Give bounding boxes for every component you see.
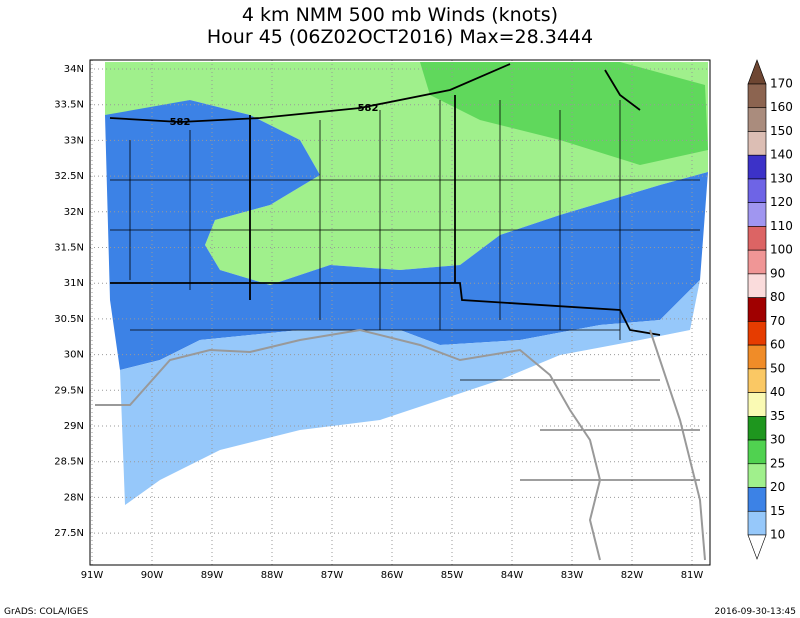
- colorbar-box: [747, 368, 767, 393]
- colorbar-box: [747, 107, 767, 132]
- shading-green: [420, 62, 708, 165]
- colorbar-box: [747, 392, 767, 417]
- lat-label: 27.5N: [54, 528, 84, 539]
- colorbar-box: [747, 249, 767, 275]
- lon-label: 91W: [81, 570, 104, 581]
- lat-label: 32.5N: [54, 171, 84, 182]
- lat-label: 33.5N: [54, 100, 84, 111]
- shading-blue: [105, 100, 708, 370]
- map-frame: [89, 59, 711, 566]
- latitude-labels: 34N 33.5N 33N 32.5N 32N 31.5N 31N 30.5N 30N 29.5N…: [54, 64, 84, 539]
- state-borders: [109, 63, 661, 336]
- colorbar-box: [747, 273, 767, 298]
- lon-label: 86W: [381, 570, 404, 581]
- grid: [90, 60, 710, 565]
- colorbar-label: 170: [770, 77, 793, 91]
- colorbar-box: [747, 202, 767, 227]
- colorbar-label: 30: [770, 433, 785, 447]
- colorbar-label: 110: [770, 219, 793, 233]
- colorbar-label: 20: [770, 480, 785, 494]
- title-line: Hour 45 (06Z02OCT2016) Max=28.3444: [207, 26, 593, 48]
- lat-label: 30N: [64, 350, 84, 361]
- colorbar-label: 35: [770, 409, 785, 423]
- colorbar-label: 140: [770, 148, 793, 162]
- lat-label: 28.5N: [54, 457, 84, 468]
- title-line: 4 km NMM 500 mb Winds (knots): [242, 4, 558, 26]
- colorbar-box: [747, 297, 767, 322]
- lat-label: 34N: [64, 64, 84, 75]
- colorbar-box: [747, 487, 767, 512]
- lat-label: 29.5N: [54, 385, 84, 396]
- colorbar-label: 25: [770, 456, 785, 470]
- colorbar-triangle: [747, 59, 767, 85]
- lon-label: 81W: [681, 570, 704, 581]
- lon-label: 82W: [621, 570, 644, 581]
- colorbar-box: [747, 321, 767, 346]
- lat-label: 32N: [64, 207, 84, 218]
- lat-label: 31N: [64, 278, 84, 289]
- lon-label: 83W: [561, 570, 584, 581]
- colorbar-box: [747, 83, 767, 109]
- colorbar-label: 150: [770, 124, 793, 138]
- colorbar-box: [747, 178, 767, 203]
- map-area: 582 582: [89, 59, 711, 566]
- colorbar-box: [747, 344, 767, 370]
- lat-label: 28N: [64, 492, 84, 503]
- contour-label: 582: [170, 117, 191, 128]
- lon-label: 87W: [321, 570, 344, 581]
- colorbar-label: 40: [770, 385, 785, 399]
- colorbar-box: [747, 510, 767, 536]
- lat-label: 33N: [64, 135, 84, 146]
- lon-label: 88W: [261, 570, 284, 581]
- colorbar-box: [747, 463, 767, 488]
- county-lines: [110, 100, 700, 481]
- footer-right: 2016-09-30-13:45: [715, 607, 797, 617]
- colorbar-box: [747, 154, 767, 180]
- colorbar-box: [747, 416, 767, 441]
- colorbar-box: [747, 226, 767, 251]
- coastline: [95, 328, 706, 561]
- lon-label: 84W: [501, 570, 524, 581]
- colorbar-label: 60: [770, 338, 785, 352]
- colorbar-label: 130: [770, 171, 793, 185]
- contour-label: 582: [358, 103, 379, 114]
- colorbar-label: 70: [770, 314, 785, 328]
- colorbar-label: 50: [770, 361, 785, 375]
- lat-label: 30.5N: [54, 314, 84, 325]
- longitude-labels: 91W 90W 89W 88W 87W 86W 85W 84W 83W 82W 81W: [81, 570, 704, 581]
- lat-label: 29N: [64, 421, 84, 432]
- lat-label: 31.5N: [54, 243, 84, 254]
- colorbar-label: 80: [770, 290, 785, 304]
- shading-light-blue: [120, 280, 700, 505]
- colorbar-label: 15: [770, 504, 785, 518]
- lon-label: 90W: [141, 570, 164, 581]
- lon-label: 89W: [201, 570, 224, 581]
- footer-left: GrADS: COLA/IGES: [4, 607, 88, 617]
- colorbar-triangle: [747, 534, 767, 560]
- lon-label: 85W: [441, 570, 464, 581]
- colorbar-label: 160: [770, 100, 793, 114]
- colorbar-label: 100: [770, 243, 793, 257]
- colorbar-box: [747, 439, 767, 465]
- colorbar-box: [747, 131, 767, 156]
- colorbar-label: 10: [770, 528, 785, 542]
- colorbar-label: 90: [770, 266, 785, 280]
- colorbar: 170 160 150 140 130 120 110 100 90 80 70 60 50 40 35 30…: [747, 59, 793, 560]
- colorbar-label: 120: [770, 195, 793, 209]
